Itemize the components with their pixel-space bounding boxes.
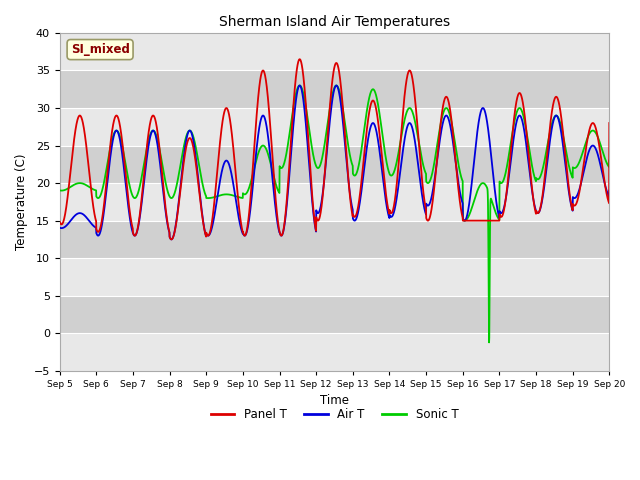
Bar <box>60 221 609 258</box>
Bar <box>60 71 609 108</box>
Legend: Panel T, Air T, Sonic T: Panel T, Air T, Sonic T <box>206 403 463 426</box>
Bar <box>60 33 609 71</box>
Bar <box>60 258 609 296</box>
Bar <box>60 296 609 333</box>
Title: Sherman Island Air Temperatures: Sherman Island Air Temperatures <box>219 15 450 29</box>
Y-axis label: Temperature (C): Temperature (C) <box>15 154 28 250</box>
Bar <box>60 183 609 221</box>
Bar <box>60 145 609 183</box>
Bar <box>60 333 609 371</box>
Text: SI_mixed: SI_mixed <box>70 43 129 56</box>
Bar <box>60 108 609 145</box>
X-axis label: Time: Time <box>320 395 349 408</box>
